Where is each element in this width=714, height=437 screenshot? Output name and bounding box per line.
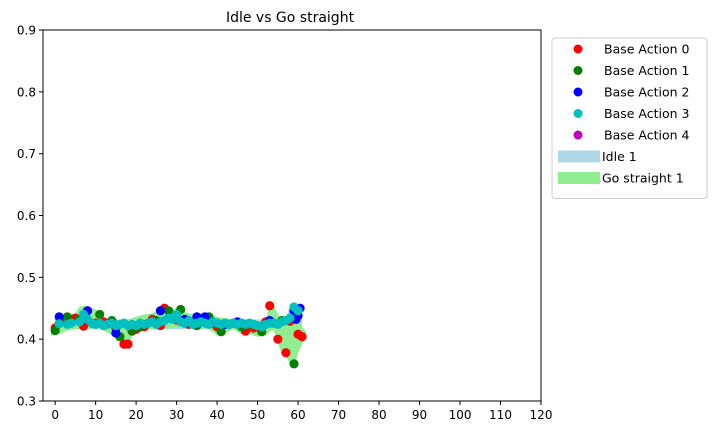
data-point [265,301,275,311]
plot-content [50,301,307,369]
x-tick-label: 0 [51,408,59,422]
legend-label-base-action-4: Base Action 4 [604,128,690,143]
legend-swatch-go-straight-1 [558,172,600,184]
legend-label-idle-1: Idle 1 [602,149,637,164]
data-point [54,312,64,322]
y-tick-label: 0.4 [17,333,36,347]
data-point [54,319,64,329]
legend-label-base-action-3: Base Action 3 [604,106,690,121]
y-tick-label: 0.9 [17,24,36,38]
data-point [163,306,174,316]
data-point [293,306,303,316]
data-point [66,318,76,328]
legend-marker-base-action-2 [573,87,583,97]
data-point [155,306,166,316]
axes: 0 10 20 30 40 50 60 70 80 90 100 110 120 0.3 0.4 0.5 0.6… [17,24,553,423]
y-tick-label: 0.5 [17,271,36,285]
x-tick-label: 90 [412,408,427,422]
legend-label-base-action-0: Base Action 0 [604,42,690,57]
data-point [285,313,295,323]
plot-area [50,301,307,369]
x-tick-label: 100 [449,408,472,422]
x-tick-label: 30 [169,408,184,422]
y-tick-label: 0.8 [17,85,36,99]
x-tick-label: 10 [88,408,103,422]
data-point [50,325,60,336]
data-point [95,309,105,320]
data-point [111,328,121,338]
data-point [74,317,85,327]
x-tick-label: 20 [128,408,143,422]
data-point [297,332,307,342]
chart-title: Idle vs Go straight [226,10,355,26]
x-tick-label: 60 [290,408,305,422]
x-tick-label: 110 [489,408,512,422]
legend: Base Action 0 Base Action 1 Base Action 2 B… [551,37,708,199]
data-point [289,359,299,369]
x-tick-label: 70 [331,408,346,422]
legend-marker-base-action-3 [573,109,583,118]
y-tick-label: 0.3 [17,395,36,409]
x-tick-label: 50 [250,408,265,422]
legend-marker-base-action-1 [573,66,583,75]
y-tick-label: 0.7 [17,147,36,161]
x-tick-label: 120 [530,408,553,422]
legend-marker-base-action-0 [573,44,583,54]
data-point [273,334,283,344]
legend-label-go-straight-1: Go straight 1 [602,171,684,186]
data-point [281,348,291,358]
legend-marker-base-action-4 [573,130,583,140]
legend-label-base-action-2: Base Action 2 [604,85,690,100]
data-point [216,327,226,337]
data-point [123,339,133,349]
x-tick-label: 40 [209,408,224,422]
legend-swatch-idle-1 [558,150,600,163]
data-point [172,309,182,320]
series-base-action-3 [54,302,303,332]
legend-label-base-action-1: Base Action 1 [604,63,690,78]
y-tick-label: 0.6 [17,209,36,223]
x-tick-label: 80 [371,408,386,422]
